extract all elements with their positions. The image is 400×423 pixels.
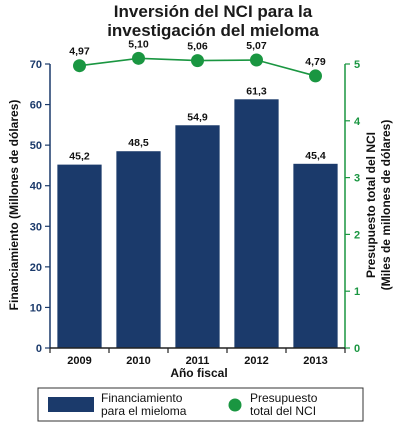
budget-value-label-2009: 4,97 — [69, 46, 90, 58]
y-tick-label-70: 70 — [30, 59, 42, 71]
budget-value-label-2013: 4,79 — [305, 56, 326, 68]
bar-2013 — [293, 163, 338, 348]
chart-title-line-1: Inversión del NCI para la — [114, 2, 313, 21]
bar-2010 — [116, 151, 161, 348]
x-tick-label-2009: 2009 — [67, 355, 91, 367]
y-tick-label-40: 40 — [30, 181, 42, 193]
y-tick-label-10: 10 — [30, 302, 42, 314]
budget-value-label-2012: 5,07 — [246, 40, 267, 52]
chart-title-line-2: investigación del mieloma — [107, 21, 319, 40]
y2-tick-label-4: 4 — [354, 116, 361, 128]
y2-axis-label-line-2: (Miles de millones de dólares) — [379, 120, 393, 291]
budget-point-2011 — [191, 54, 204, 68]
legend-line-marker — [228, 398, 242, 412]
budget-point-2009 — [73, 59, 86, 73]
y2-tick-label-0: 0 — [354, 343, 360, 355]
x-tick-label-2013: 2013 — [303, 355, 327, 367]
budget-point-2013 — [309, 69, 322, 83]
budget-value-label-2011: 5,06 — [187, 41, 208, 53]
legend-bar-label-line-2: para el mieloma — [101, 404, 187, 418]
bar-value-label-2009: 45,2 — [69, 151, 90, 163]
bar-value-label-2012: 61,3 — [246, 85, 267, 97]
budget-value-label-2010: 5,10 — [128, 38, 149, 50]
budget-point-2010 — [132, 51, 145, 65]
y2-tick-label-5: 5 — [354, 59, 360, 71]
legend-line-label-line-2: total del NCI — [250, 404, 316, 418]
bar-2011 — [175, 125, 220, 349]
legend-line-label-line-1: Presupuesto — [250, 391, 318, 405]
budget-point-2012 — [250, 53, 263, 67]
y2-tick-label-3: 3 — [354, 173, 360, 185]
y-tick-label-60: 60 — [30, 100, 42, 112]
x-axis-label: Año fiscal — [170, 366, 227, 380]
legend-bar-swatch — [48, 397, 94, 412]
y-tick-label-50: 50 — [30, 140, 42, 152]
y2-tick-label-2: 2 — [354, 229, 360, 241]
y-tick-label-20: 20 — [30, 262, 42, 274]
bar-value-label-2011: 54,9 — [187, 111, 208, 123]
y-axis-label: Financiamiento (Millones de dólares) — [7, 100, 21, 311]
bar-value-label-2010: 48,5 — [128, 137, 149, 149]
x-tick-label-2012: 2012 — [244, 355, 268, 367]
y-tick-label-30: 30 — [30, 221, 42, 233]
y-tick-label-0: 0 — [36, 343, 42, 355]
bar-2009 — [57, 164, 102, 348]
y2-axis-label-line-1: Presupuesto total del NCI — [364, 132, 378, 278]
legend: Financiamiento para el mieloma Presupues… — [37, 387, 364, 422]
plot-area: 45,2 48,5 54,9 61,3 45,4 0 10 20 30 40 50 60 70 0 1 2 3 4… — [30, 38, 361, 367]
y2-tick-label-1: 1 — [354, 286, 360, 298]
bar-value-label-2013: 45,4 — [305, 150, 326, 162]
x-tick-label-2010: 2010 — [126, 355, 150, 367]
legend-bar-label-line-1: Financiamiento — [101, 391, 183, 405]
x-tick-label-2011: 2011 — [186, 355, 210, 367]
bar-2012 — [234, 99, 279, 348]
